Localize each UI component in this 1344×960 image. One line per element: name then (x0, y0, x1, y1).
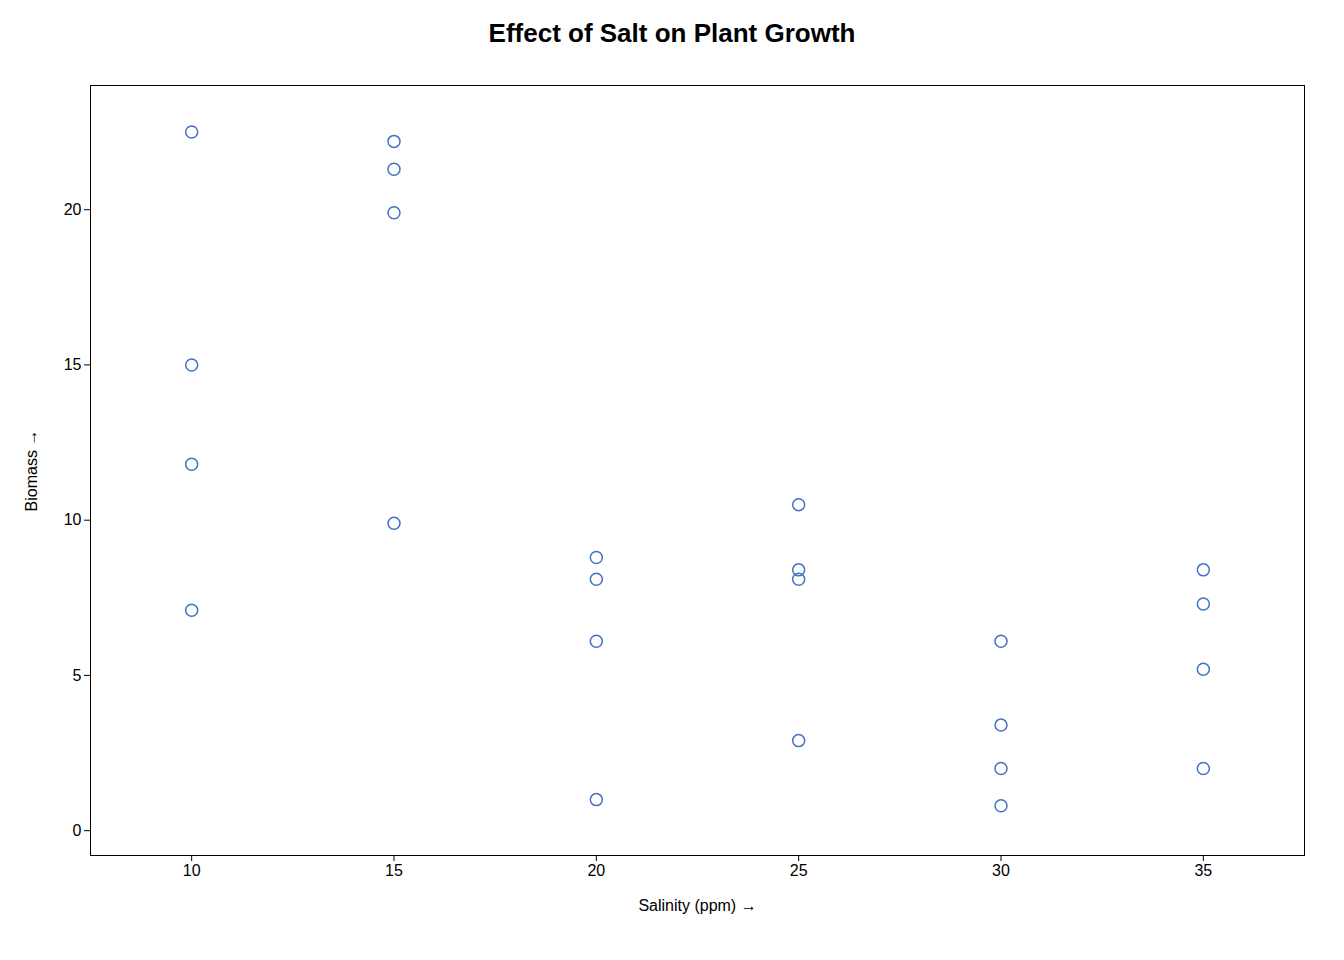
html-text:Effect of Salt on Plant Growth: Effect of Salt on Plant Growth (488, 18, 856, 48)
svg-text:Salinity (ppm) →: Salinity (ppm) → (638, 897, 756, 914)
svg-text:5: 5 (73, 667, 82, 684)
svg-text:10: 10 (64, 511, 82, 528)
svg-text:35: 35 (1194, 862, 1212, 879)
svg-text:15: 15 (64, 356, 82, 373)
svg-text:Biomass →: Biomass → (23, 430, 40, 512)
svg-text:0: 0 (73, 822, 82, 839)
svg-text:10: 10 (183, 862, 201, 879)
svg-text:20: 20 (587, 862, 605, 879)
svg-text:25: 25 (790, 862, 808, 879)
svg-text:20: 20 (64, 201, 82, 218)
svg-text:15: 15 (385, 862, 403, 879)
svg-text:30: 30 (992, 862, 1010, 879)
